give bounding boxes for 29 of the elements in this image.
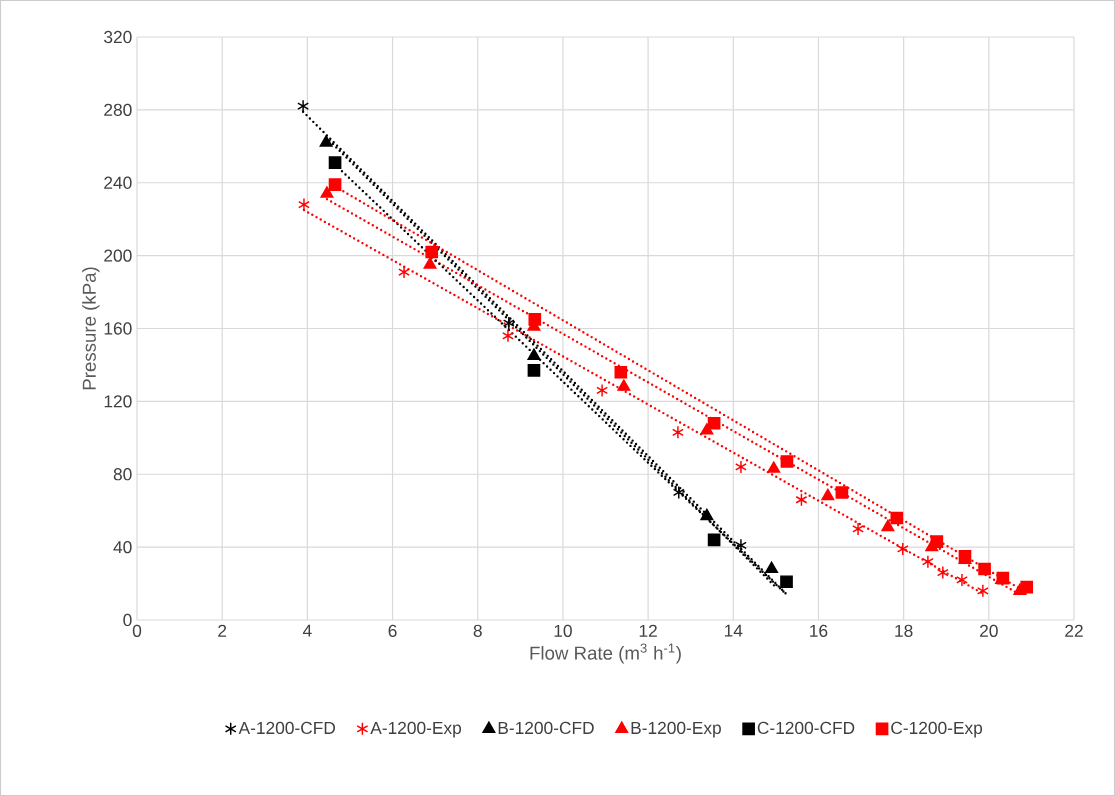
y-tick-label: 40: [113, 540, 132, 554]
y-tick-label: 280: [104, 103, 132, 117]
legend-label: A-1200-Exp: [370, 721, 462, 738]
legend-label: C-1200-Exp: [891, 721, 983, 738]
x-tick-label: 4: [302, 624, 312, 637]
x-tick-label: 22: [1065, 624, 1083, 637]
y-tick-label: 120: [104, 395, 132, 408]
y-tick-label: 80: [113, 468, 132, 481]
x-tick-label: 2: [218, 624, 227, 637]
x-tick-label: 0: [132, 624, 142, 637]
x-tick-label: 16: [810, 624, 828, 637]
y-axis-title: Pressure (kPa): [82, 267, 100, 390]
x-tick-label: 12: [639, 624, 657, 637]
y-tick-label: 0: [123, 613, 132, 627]
y-tick-label: 200: [104, 249, 132, 262]
y-tick-label: 240: [104, 176, 132, 189]
x-tick-label: 20: [980, 624, 998, 637]
x-tick-label: 18: [895, 624, 913, 637]
x-tick-label: 14: [724, 624, 743, 637]
legend-label: C-1200-CFD: [757, 721, 855, 735]
x-tick-label: 6: [388, 624, 397, 637]
y-tick-label: 320: [104, 30, 132, 44]
legend-label: A-1200-CFD: [238, 721, 336, 735]
x-tick-label: 10: [554, 624, 572, 637]
legend-label: B-1200-CFD: [498, 721, 594, 735]
y-tick-label: 160: [104, 322, 132, 335]
x-tick-label: 8: [473, 624, 482, 637]
x-axis-title: Flow Rate (m$^{3}$ h$^{-1}$): [530, 643, 681, 664]
legend-label: B-1200-Exp: [631, 721, 721, 738]
